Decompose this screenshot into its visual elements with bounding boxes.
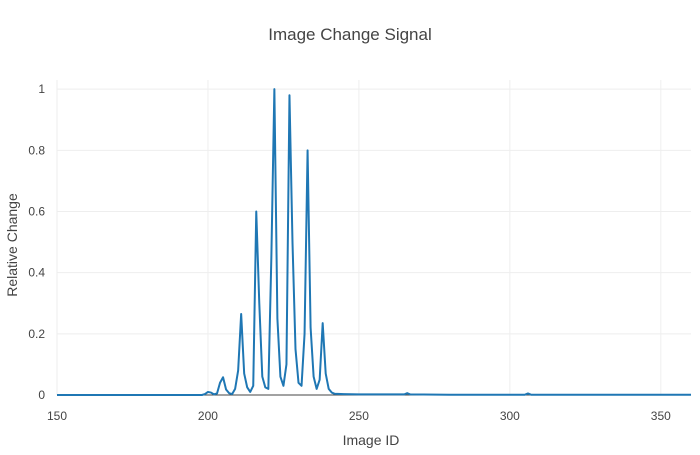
y-axis-label: Relative Change	[4, 193, 20, 297]
y-tick-label: 0.4	[28, 266, 45, 280]
y-tick-label: 0	[38, 388, 45, 402]
x-axis-ticks: 150 200 250 300 350	[47, 409, 671, 423]
series-line	[57, 88, 691, 396]
x-tick-label: 350	[651, 409, 671, 423]
y-tick-label: 1	[38, 82, 45, 96]
x-axis-label: Image ID	[343, 432, 400, 448]
x-tick-label: 150	[47, 409, 67, 423]
chart-title: Image Change Signal	[268, 25, 432, 44]
y-axis-ticks: 0 0.2 0.4 0.6 0.8 1	[28, 82, 45, 402]
x-tick-label: 250	[349, 409, 369, 423]
grid	[56, 80, 691, 396]
y-tick-label: 0.8	[28, 143, 45, 157]
series-layer	[57, 88, 691, 396]
y-tick-label: 0.2	[28, 327, 45, 341]
x-tick-label: 300	[500, 409, 520, 423]
x-tick-label: 200	[198, 409, 218, 423]
y-tick-label: 0.6	[28, 205, 45, 219]
